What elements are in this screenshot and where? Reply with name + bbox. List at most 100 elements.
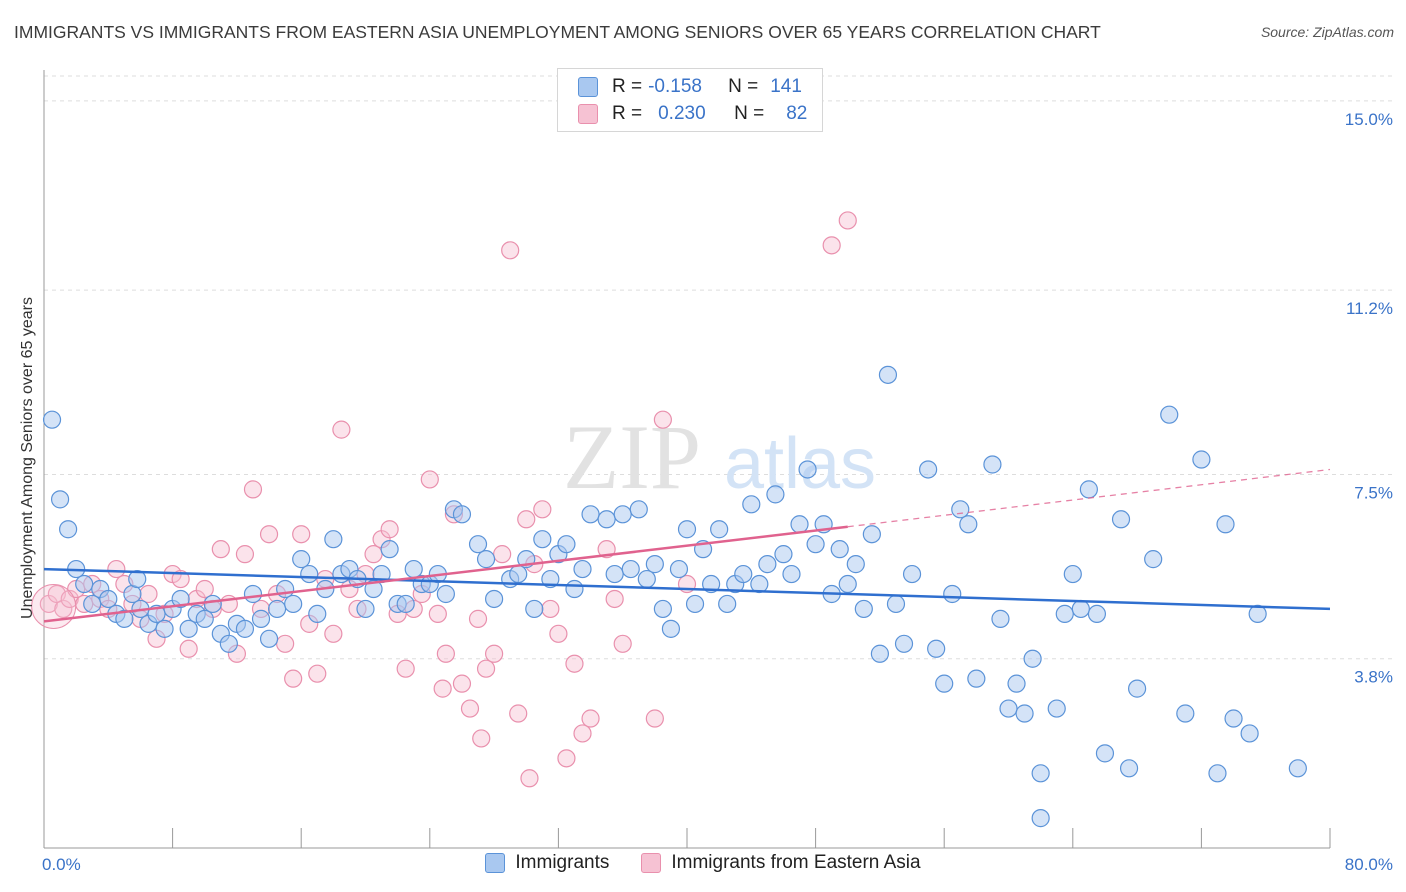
legend-row-eastern-asia: R = 0.230 N = 82 xyxy=(578,101,807,127)
data-point-immigrants xyxy=(613,505,632,524)
data-point-immigrants xyxy=(75,574,94,594)
data-point-immigrants xyxy=(195,609,214,628)
y-tick-label: 11.2% xyxy=(1346,299,1393,318)
data-point-immigrants xyxy=(878,365,898,384)
data-point-immigrants xyxy=(1095,744,1115,763)
data-point-immigrants xyxy=(42,410,62,429)
data-point-immigrants xyxy=(1007,674,1026,693)
data-point-eastern-asia xyxy=(541,599,560,619)
y-tick-label: 7.5% xyxy=(1354,483,1393,502)
data-point-immigrants xyxy=(1176,704,1195,723)
correlation-legend: R = -0.158 N = 141 R = 0.230 N = 82 xyxy=(557,68,823,132)
data-point-immigrants xyxy=(959,515,978,534)
legend-n-label: N = xyxy=(734,103,765,124)
data-point-immigrants xyxy=(1031,809,1050,828)
data-point-eastern-asia xyxy=(645,709,664,728)
series-legend: Immigrants Immigrants from Eastern Asia xyxy=(0,852,1406,874)
data-point-immigrants xyxy=(396,594,415,614)
data-point-immigrants xyxy=(919,460,938,479)
data-point-eastern-asia xyxy=(179,639,198,658)
data-point-immigrants xyxy=(894,634,914,653)
data-point-eastern-asia xyxy=(517,510,536,529)
legend-row-immigrants: R = -0.158 N = 141 xyxy=(578,74,802,100)
data-point-immigrants xyxy=(597,510,616,529)
legend-r-label: R = xyxy=(612,76,643,97)
data-point-immigrants xyxy=(380,540,399,559)
data-point-eastern-asia xyxy=(565,654,584,673)
data-point-eastern-asia xyxy=(581,709,600,728)
data-point-eastern-asia xyxy=(54,599,73,619)
data-point-immigrants xyxy=(758,555,777,574)
legend-n-value: 141 xyxy=(770,76,802,97)
data-point-immigrants xyxy=(235,619,255,638)
data-point-immigrants xyxy=(790,515,809,534)
data-point-immigrants xyxy=(983,455,1002,474)
data-point-immigrants xyxy=(927,639,946,658)
data-point-immigrants xyxy=(902,564,922,584)
data-point-immigrants xyxy=(951,500,970,519)
data-point-immigrants xyxy=(1119,759,1139,778)
data-point-immigrants xyxy=(468,535,488,554)
data-point-immigrants xyxy=(179,619,198,638)
trend-line-eastern-asia xyxy=(43,525,848,623)
legend-n-value: 82 xyxy=(786,103,808,124)
data-point-immigrants xyxy=(935,674,954,693)
data-point-immigrants xyxy=(259,629,279,648)
data-point-immigrants xyxy=(846,555,865,574)
data-point-eastern-asia xyxy=(243,480,263,499)
data-point-immigrants xyxy=(734,564,753,584)
legend-swatch-pink xyxy=(578,104,598,124)
data-point-immigrants xyxy=(830,540,849,559)
data-point-immigrants xyxy=(943,584,962,604)
data-point-eastern-asia xyxy=(605,589,624,609)
trend-line-immigrants xyxy=(43,567,1331,611)
data-point-immigrants xyxy=(1248,604,1267,624)
data-point-eastern-asia xyxy=(195,579,214,599)
data-point-immigrants xyxy=(1023,649,1042,668)
data-point-immigrants xyxy=(702,574,721,594)
trend-lines xyxy=(43,468,1331,623)
data-point-eastern-asia xyxy=(493,545,512,564)
tick-labels: 3.8% 7.5% 11.2% 15.0% 0.0% 80.0% xyxy=(42,110,1393,874)
data-point-immigrants xyxy=(766,485,785,504)
data-point-immigrants xyxy=(629,500,648,519)
data-point-immigrants xyxy=(967,669,986,688)
data-point-eastern-asia xyxy=(436,644,455,663)
data-point-eastern-asia xyxy=(284,669,303,688)
data-point-eastern-asia xyxy=(460,699,480,718)
data-point-immigrants xyxy=(782,564,801,584)
data-point-immigrants xyxy=(292,550,311,569)
data-point-immigrants xyxy=(862,525,881,544)
data-point-eastern-asia xyxy=(476,659,496,678)
data-point-immigrants xyxy=(669,559,689,579)
x-tick-label-min: 0.0% xyxy=(42,855,81,874)
data-point-eastern-asia xyxy=(613,634,632,653)
y-tick-label: 15.0% xyxy=(1345,110,1393,129)
legend-swatch-blue xyxy=(485,853,506,873)
data-point-eastern-asia xyxy=(380,520,399,539)
legend-label-immigrants: Immigrants xyxy=(515,852,610,873)
data-point-immigrants xyxy=(870,644,890,663)
data-point-eastern-asia xyxy=(433,679,452,698)
data-point-immigrants xyxy=(533,530,552,549)
data-point-eastern-asia xyxy=(501,241,520,260)
data-point-immigrants xyxy=(128,569,147,589)
data-point-eastern-asia-cluster xyxy=(31,583,77,629)
data-point-immigrants xyxy=(476,550,496,569)
data-point-immigrants xyxy=(1240,724,1259,743)
legend-item-immigrants: Immigrants xyxy=(485,852,609,874)
data-point-immigrants xyxy=(1208,764,1227,783)
watermark-zip: ZIP xyxy=(563,406,701,508)
data-point-eastern-asia xyxy=(107,559,126,579)
data-point-immigrants xyxy=(356,599,375,619)
x-tick-label-max: 80.0% xyxy=(1345,855,1393,874)
grid-lines xyxy=(44,75,1394,660)
data-point-eastern-asia xyxy=(428,604,447,624)
data-point-immigrants xyxy=(637,569,656,589)
data-point-immigrants xyxy=(1224,709,1243,728)
legend-r-value: 0.230 xyxy=(658,103,706,124)
data-point-immigrants xyxy=(541,569,560,589)
data-point-eastern-asia xyxy=(332,420,351,439)
data-point-eastern-asia xyxy=(259,525,279,544)
data-point-immigrants xyxy=(1055,604,1074,624)
